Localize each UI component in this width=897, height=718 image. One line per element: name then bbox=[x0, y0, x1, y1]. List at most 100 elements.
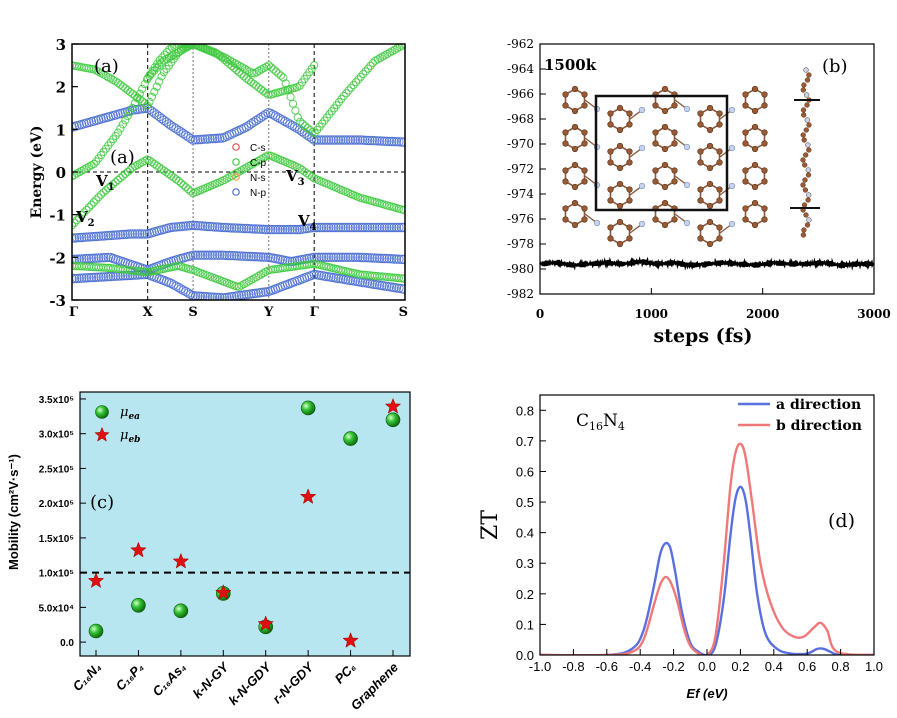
y-tick-label: -980 bbox=[507, 262, 534, 276]
panel-a-label: (a) bbox=[94, 56, 119, 77]
band-marker bbox=[242, 66, 252, 75]
band-marker bbox=[97, 190, 106, 199]
band-marker bbox=[202, 292, 213, 300]
band-marker bbox=[96, 272, 106, 282]
band-marker bbox=[215, 222, 225, 232]
carbon-atom bbox=[571, 183, 579, 191]
band-marker bbox=[167, 52, 176, 61]
band-marker bbox=[349, 80, 358, 90]
band bbox=[72, 269, 405, 300]
panel-d-xlabel: Ef (eV) bbox=[686, 686, 727, 701]
band-marker bbox=[324, 252, 334, 262]
carbon-atom bbox=[716, 110, 723, 117]
band-marker bbox=[190, 291, 201, 300]
carbon-atom bbox=[761, 167, 768, 174]
carbon-atom bbox=[661, 107, 669, 115]
panel-b-frame bbox=[539, 43, 875, 295]
carbon-atom bbox=[761, 102, 768, 109]
band-marker bbox=[342, 89, 351, 98]
band-marker bbox=[256, 112, 266, 123]
y-tick-label: 2 bbox=[56, 79, 66, 97]
side-view-atom bbox=[806, 192, 812, 198]
band-marker bbox=[377, 253, 387, 264]
carbon-atom bbox=[751, 123, 759, 131]
band-marker bbox=[235, 61, 244, 71]
x-tick-label: 3000 bbox=[857, 307, 890, 321]
side-view-atom bbox=[803, 152, 809, 158]
carbon-atom bbox=[751, 183, 759, 191]
band-marker bbox=[267, 63, 276, 72]
band-marker bbox=[256, 270, 265, 279]
carbon-atom bbox=[652, 178, 659, 185]
band-marker bbox=[311, 222, 322, 233]
carbon-atom bbox=[706, 202, 714, 210]
carbon-atom bbox=[616, 180, 624, 188]
band-marker bbox=[99, 188, 108, 197]
panel-b-structure-inset bbox=[562, 67, 820, 248]
k-point-label: Γ bbox=[69, 305, 79, 320]
side-view-atom bbox=[804, 77, 811, 83]
band-marker bbox=[108, 230, 118, 240]
band-marker bbox=[387, 222, 397, 233]
carbon-atom bbox=[716, 159, 723, 166]
band-marker bbox=[193, 135, 203, 145]
band-marker bbox=[232, 223, 242, 233]
nitrogen-atom bbox=[728, 220, 736, 228]
band-marker bbox=[190, 250, 201, 260]
band-marker bbox=[156, 113, 167, 124]
y-tick-label: 3.0x10⁵ bbox=[39, 430, 75, 441]
hex-ring bbox=[654, 126, 676, 150]
panel-d-zt: 0.00.10.20.30.40.50.60.70.8-1.0 -0.8 -0.6-… bbox=[478, 394, 883, 701]
hex-ring bbox=[654, 202, 676, 226]
side-view-atom bbox=[800, 232, 807, 238]
band-marker bbox=[261, 224, 271, 235]
band-marker bbox=[244, 251, 254, 262]
band-marker bbox=[251, 252, 261, 262]
band-marker bbox=[106, 230, 116, 241]
carbon-atom bbox=[742, 167, 749, 174]
band-marker bbox=[118, 171, 128, 180]
panel-c-points bbox=[87, 397, 402, 648]
band-marker bbox=[207, 292, 218, 300]
band-marker bbox=[230, 59, 239, 68]
band-marker bbox=[370, 222, 380, 233]
mobility-a-point bbox=[385, 412, 401, 428]
carbon-atom bbox=[742, 178, 749, 185]
x-tick-label: 1.0 bbox=[865, 659, 883, 674]
band-marker bbox=[207, 250, 218, 260]
band-marker bbox=[382, 253, 392, 264]
side-view-atom bbox=[800, 132, 806, 138]
hex-ring bbox=[744, 126, 766, 150]
band-marker bbox=[345, 135, 356, 145]
band-marker bbox=[350, 222, 361, 233]
band-marker bbox=[360, 135, 370, 146]
band-marker bbox=[270, 224, 281, 235]
band-marker bbox=[399, 206, 405, 215]
band-marker bbox=[178, 285, 189, 295]
band-marker bbox=[355, 252, 365, 263]
band-marker bbox=[147, 69, 156, 78]
band-marker bbox=[150, 66, 159, 75]
band-marker bbox=[394, 274, 403, 283]
carbon-atom bbox=[571, 107, 579, 115]
carbon-atom bbox=[697, 159, 704, 166]
carbon-atom bbox=[706, 142, 714, 150]
legend-label: N-p bbox=[250, 188, 267, 199]
y-tick-label: 1 bbox=[56, 121, 66, 139]
band-marker bbox=[240, 64, 249, 73]
panel-a-ylabel: Energy (eV) bbox=[29, 126, 45, 219]
band bbox=[72, 44, 198, 181]
mobility-a-point bbox=[343, 431, 358, 446]
legend-marker bbox=[232, 143, 240, 151]
side-view-atom bbox=[800, 107, 807, 113]
band-marker bbox=[235, 282, 244, 291]
band-marker bbox=[202, 221, 213, 232]
hex-ring bbox=[744, 164, 766, 188]
x-tick-label: r-N-GDY bbox=[269, 659, 317, 707]
band-marker bbox=[145, 72, 154, 81]
band-marker bbox=[362, 253, 373, 263]
x-tick-label: 0 bbox=[536, 307, 544, 321]
band-marker bbox=[275, 224, 285, 235]
band-marker bbox=[341, 135, 351, 145]
